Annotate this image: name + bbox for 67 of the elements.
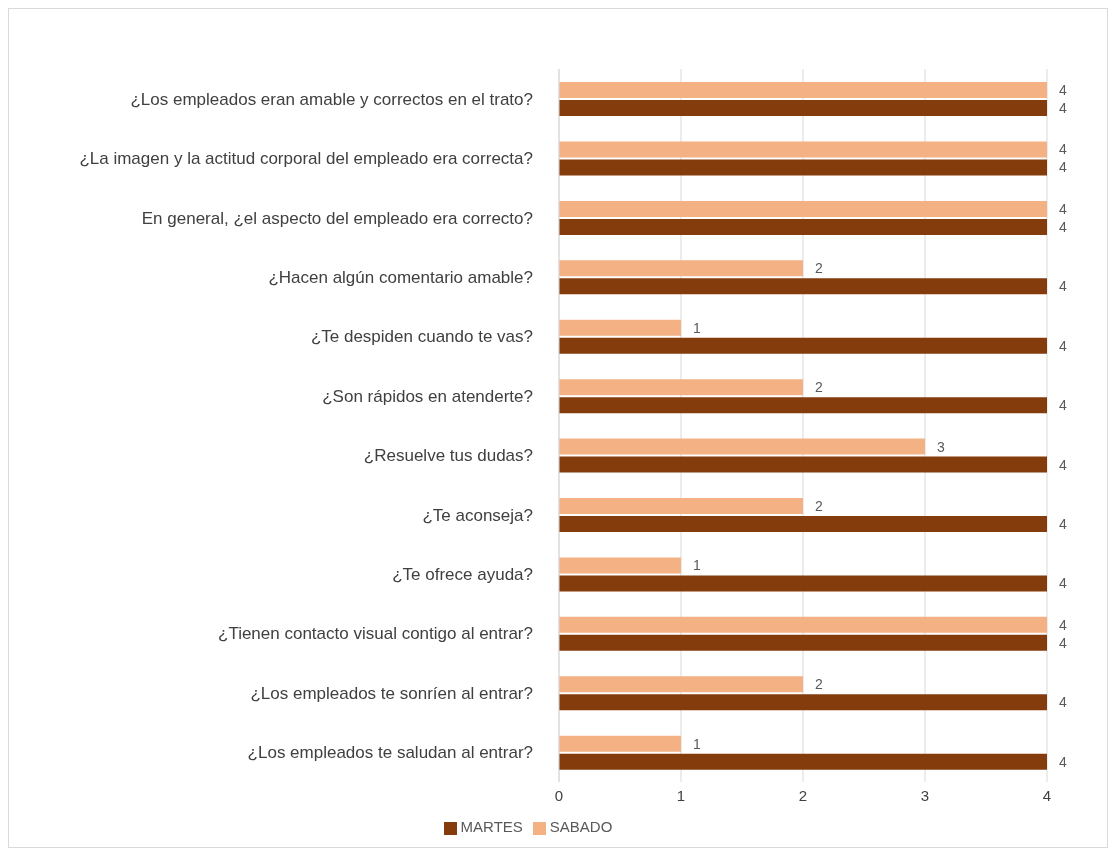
data-label: 4: [1059, 200, 1067, 217]
data-label: 4: [1059, 634, 1067, 651]
bar: [559, 557, 681, 574]
x-tick-label: 2: [798, 786, 808, 804]
bar: [559, 616, 1047, 633]
bar: [559, 82, 1047, 99]
y-tick-label: ¿Te aconseja?: [422, 505, 533, 525]
y-tick-label: ¿La imagen y la actitud corporal del empleado era correcta?: [79, 149, 533, 169]
bar: [559, 200, 1047, 217]
data-label: 4: [1059, 218, 1067, 235]
bar: [559, 159, 1047, 176]
bar: [559, 100, 1047, 117]
data-label: 2: [815, 497, 823, 514]
x-tick-label: 0: [554, 786, 564, 804]
data-label: 4: [1059, 278, 1067, 295]
y-tick-label: ¿Los empleados te saludan al entrar?: [247, 743, 533, 763]
y-tick-label: ¿Te ofrece ayuda?: [392, 565, 533, 585]
data-label: 4: [1059, 100, 1067, 117]
bar: [559, 397, 1047, 414]
data-label: 2: [815, 260, 823, 277]
y-tick-label: ¿Los empleados te sonríen al entrar?: [250, 683, 533, 703]
y-tick-label: ¿Resuelve tus dudas?: [363, 446, 533, 466]
bar: [559, 694, 1047, 711]
data-label: 1: [693, 735, 701, 752]
bar: [559, 337, 1047, 354]
bar: [559, 218, 1047, 235]
data-label: 2: [815, 676, 823, 693]
bar: [559, 141, 1047, 158]
y-tick-label: ¿Tienen contacto visual contigo al entrar?: [218, 624, 533, 644]
bar: [559, 319, 681, 336]
bar: [559, 456, 1047, 473]
x-tick-label: 4: [1042, 786, 1052, 804]
data-label: 4: [1059, 515, 1067, 532]
bar: [559, 278, 1047, 295]
data-label: 4: [1059, 575, 1067, 592]
data-label: 1: [693, 557, 701, 574]
legend-label: MARTES: [460, 818, 523, 835]
data-label: 4: [1059, 694, 1067, 711]
bar: [559, 438, 925, 455]
y-tick-label: En general, ¿el aspecto del empleado era correcto?: [141, 208, 533, 228]
data-label: 4: [1059, 337, 1067, 354]
bar: [559, 379, 803, 396]
data-label: 4: [1059, 616, 1067, 633]
data-label: 2: [815, 379, 823, 396]
data-label: 4: [1059, 82, 1067, 99]
data-label: 4: [1059, 456, 1067, 473]
legend-label: SABADO: [549, 818, 613, 835]
bar: [559, 260, 803, 277]
y-tick-label: ¿Son rápidos en atenderte?: [322, 386, 533, 406]
bar: [559, 497, 803, 514]
bar: [559, 676, 803, 693]
data-label: 4: [1059, 159, 1067, 176]
bar: [559, 515, 1047, 532]
data-label: 1: [693, 319, 701, 336]
data-label: 4: [1059, 141, 1067, 158]
bar: [559, 753, 1047, 770]
y-tick-label: ¿Los empleados eran amable y correctos en el trato?: [130, 89, 533, 109]
bar: [559, 735, 681, 752]
y-tick-label: ¿Hacen algún comentario amable?: [268, 267, 533, 287]
x-tick-label: 1: [676, 786, 686, 804]
bar: [559, 634, 1047, 651]
bar: [559, 575, 1047, 592]
y-tick-label: ¿Te despiden cuando te vas?: [310, 327, 533, 347]
data-label: 3: [937, 438, 945, 455]
data-label: 4: [1059, 753, 1067, 770]
data-label: 4: [1059, 397, 1067, 414]
x-tick-label: 3: [920, 786, 930, 804]
